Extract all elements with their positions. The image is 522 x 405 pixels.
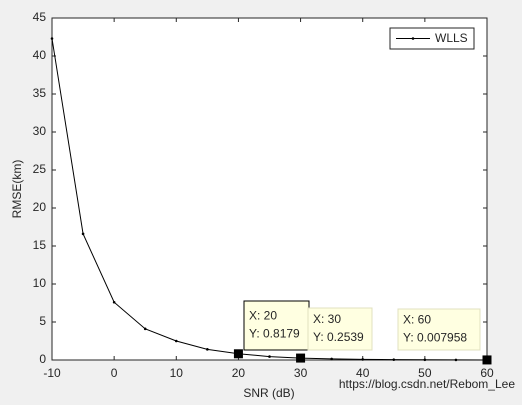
data-point — [50, 37, 54, 40]
data-point — [330, 357, 333, 361]
datatip-y: Y: 0.2539 — [313, 330, 364, 344]
y-tick-label: 15 — [33, 238, 47, 252]
y-axis-label: RMSE(km) — [10, 160, 24, 219]
y-tick-label: 20 — [33, 200, 47, 214]
datatip-y: Y: 0.007958 — [403, 331, 467, 345]
legend-box — [389, 27, 475, 50]
datatip-box — [307, 307, 373, 351]
x-tick-label: 0 — [111, 366, 118, 380]
data-point — [454, 358, 458, 362]
data-point — [143, 327, 147, 331]
x-tick-label: 50 — [418, 366, 432, 380]
data-point — [81, 232, 85, 236]
datatip-marker — [233, 349, 243, 359]
axes-box — [51, 17, 488, 361]
data-point — [112, 300, 116, 304]
data-point — [392, 358, 396, 361]
datatip-marker — [296, 353, 306, 363]
y-tick-label: 0 — [39, 352, 46, 366]
data-point — [361, 358, 365, 361]
x-tick-label: -10 — [43, 366, 61, 380]
datatip-box — [397, 308, 481, 351]
x-axis-label: SNR (dB) — [243, 386, 294, 400]
y-tick-label: 5 — [39, 314, 46, 328]
datatip-x: X: 60 — [403, 313, 431, 327]
y-tick-label: 45 — [33, 10, 47, 24]
y-tick-label: 25 — [33, 162, 47, 176]
datatip-x: X: 20 — [249, 309, 277, 323]
watermark: https://blog.csdn.net/Rebom_Lee — [339, 377, 515, 391]
x-tick-label: 60 — [480, 366, 494, 380]
legend-marker — [411, 37, 415, 40]
x-tick-label: 40 — [356, 366, 370, 380]
datatip-y: Y: 0.8179 — [249, 327, 300, 341]
y-tick-label: 10 — [33, 276, 47, 290]
y-tick-label: 40 — [33, 48, 47, 62]
x-tick-label: 20 — [232, 366, 246, 380]
y-tick-label: 35 — [33, 86, 47, 100]
data-point — [174, 339, 178, 343]
datatip-box — [243, 300, 310, 351]
data-point — [206, 348, 209, 351]
data-point — [268, 355, 271, 358]
legend-label: WLLS — [435, 31, 468, 45]
datatip-marker — [482, 355, 492, 365]
y-tick-label: 30 — [33, 124, 47, 138]
datatip-x: X: 30 — [313, 312, 341, 326]
data-point — [423, 358, 427, 362]
x-tick-label: 10 — [170, 366, 184, 380]
x-tick-label: 30 — [294, 366, 308, 380]
